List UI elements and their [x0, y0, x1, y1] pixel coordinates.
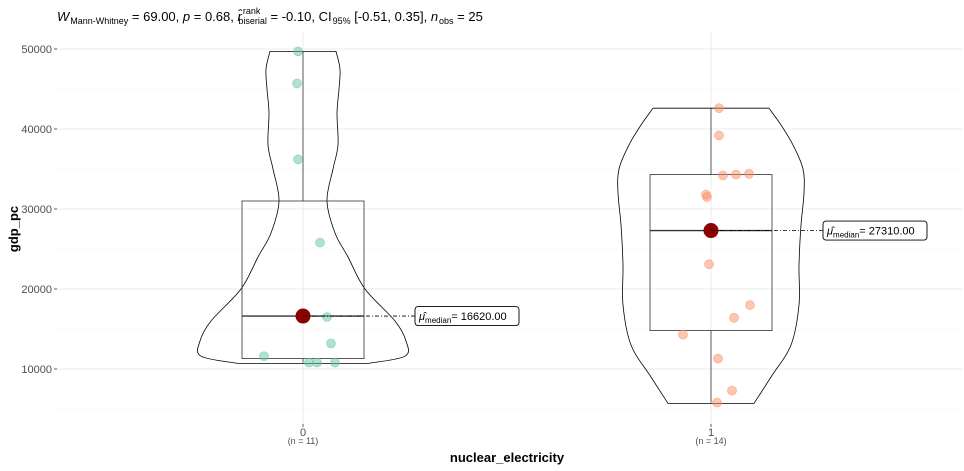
x-axis-title: nuclear_electricity [450, 450, 565, 465]
data-point-group-0 [322, 312, 332, 322]
data-point-group-1 [731, 169, 741, 180]
p-value: = 0.68 [190, 9, 230, 24]
data-point-group-0 [330, 357, 340, 368]
ci-value: [-0.51, 0.35] [351, 9, 424, 24]
data-point-group-1 [714, 103, 724, 113]
effect-superscript: rank [243, 6, 261, 16]
data-point-group-0 [293, 154, 303, 165]
y-tick-label: 20000 [21, 284, 52, 296]
p-symbol: p [182, 9, 190, 24]
x-tick-label: 1 [708, 427, 714, 439]
data-point-group-1 [704, 259, 714, 270]
data-points [259, 46, 755, 408]
x-tick-n-label: (n = 14) [695, 436, 726, 446]
median-annotation-label-1: μ̂median= 27310.00 [826, 226, 915, 240]
median-annotation-subscript: median [833, 231, 859, 240]
data-point-group-1 [678, 329, 688, 340]
box-group-0 [241, 200, 365, 360]
data-point-group-1 [745, 300, 755, 310]
data-point-group-0 [292, 78, 302, 89]
effect-symbol: r̂ [237, 9, 243, 24]
median-annotation-box-1 [822, 220, 928, 241]
data-point-group-0 [304, 357, 314, 368]
y-tick-label: 10000 [21, 364, 52, 376]
boxplots [241, 51, 773, 403]
n-symbol: n [431, 9, 438, 24]
y-tick-label: 40000 [21, 124, 52, 136]
median-annotation-value: = 27310.00 [859, 226, 914, 238]
data-point-group-1 [702, 192, 712, 202]
data-point-group-1 [744, 169, 754, 179]
data-point-group-0 [315, 237, 325, 248]
x-tick-n-label: (n = 11) [288, 436, 319, 446]
data-point-group-1 [712, 397, 722, 408]
data-point-group-1 [718, 170, 728, 181]
median-annotation-symbol: μ̂ [418, 311, 427, 323]
subtitle-separator: , [311, 9, 318, 24]
stat-subscript: Mann-Whitney [70, 16, 129, 26]
data-point-group-1 [729, 312, 739, 323]
data-point-group-0 [293, 46, 303, 57]
y-tick-label: 30000 [21, 204, 52, 216]
chart-subtitle: WMann-Whitney = 69.00, p = 0.68, r̂rank b… [57, 6, 483, 26]
subtitle-separator: , [424, 9, 431, 24]
median-annotation-box-0 [414, 306, 520, 326]
median-annotation-symbol: μ̂ [826, 226, 835, 238]
effect-subscript: biserial [238, 16, 267, 26]
x-tick-label: 0 [300, 427, 306, 439]
y-axis-title: gdp_pc [6, 206, 21, 252]
data-point-group-1 [714, 130, 724, 141]
data-point-group-1 [727, 385, 737, 396]
subtitle-separator: , [230, 9, 237, 24]
median-annotations: μ̂median= 16620.00μ̂median= 27310.00 [303, 220, 928, 326]
stat-symbol: W [57, 9, 71, 24]
median-annotation-label-0: μ̂median= 16620.00 [418, 311, 507, 325]
data-point-group-0 [326, 338, 336, 349]
stat-value: = 69.00 [128, 9, 175, 24]
data-point-group-0 [259, 351, 269, 362]
ci-subscript: 95% [333, 16, 351, 26]
subtitle-separator: , [176, 9, 183, 24]
median-annotation-value: = 16620.00 [451, 311, 506, 323]
n-subscript: obs [439, 16, 454, 26]
violin-group-1 [617, 107, 805, 404]
data-point-group-0 [312, 357, 322, 368]
violins [197, 51, 805, 404]
data-point-group-1 [713, 353, 723, 364]
box-group-1 [649, 174, 773, 332]
median-annotation-subscript: median [425, 316, 451, 325]
axes: 10000 20000 30000 40000 50000 0(n = 11) 1(n = … [21, 44, 726, 446]
violin-group-0 [197, 51, 409, 364]
ci-label: CI [319, 9, 332, 24]
effect-value: = -0.10 [267, 9, 311, 24]
y-tick-label: 50000 [21, 44, 52, 56]
n-value: = 25 [454, 9, 483, 24]
